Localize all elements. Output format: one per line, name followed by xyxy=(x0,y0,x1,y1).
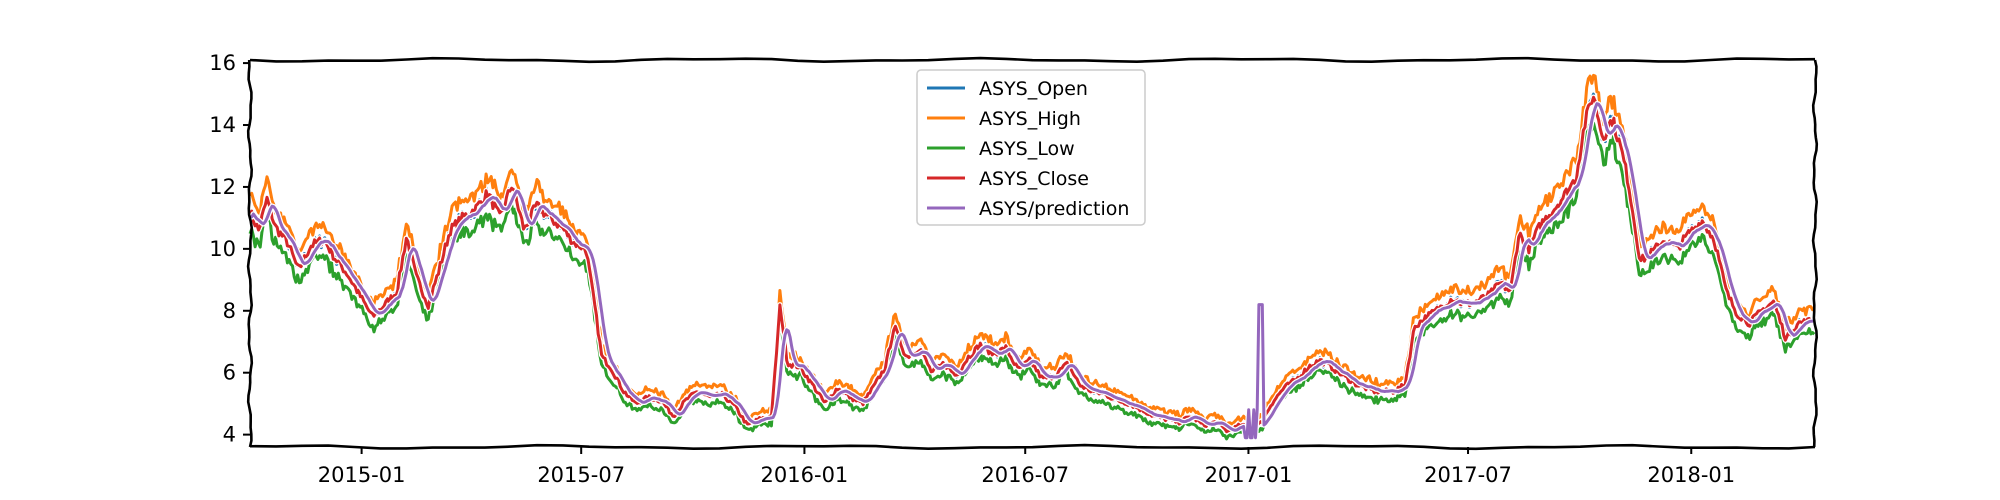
y-tick-label: 12 xyxy=(209,175,236,199)
legend-label: ASYS_High xyxy=(979,108,1081,130)
x-tick-label: 2016-01 xyxy=(761,463,849,487)
legend: ASYS_Open ASYS_High ASYS_Low ASYS_Close ASYS… xyxy=(916,69,1146,226)
series-line-asys-prediction xyxy=(250,102,1815,440)
x-tick-label: 2017-01 xyxy=(1205,463,1293,487)
y-tick-label: 10 xyxy=(209,237,236,261)
x-tick-label: 2015-07 xyxy=(537,463,625,487)
x-tick-label: 2017-07 xyxy=(1424,463,1512,487)
frame-edge xyxy=(249,56,1816,64)
series-layer xyxy=(247,72,1817,442)
y-tick-label: 14 xyxy=(209,113,236,137)
x-tick-label: 2016-07 xyxy=(981,463,1069,487)
legend-label: ASYS/prediction xyxy=(979,198,1129,220)
legend-label: ASYS_Low xyxy=(979,138,1075,160)
legend-label: ASYS_Open xyxy=(979,78,1088,100)
x-axis: 2015-01 2015-07 2016-01 2016-07 2017-01 2017-… xyxy=(318,447,1735,487)
y-axis: 4 6 8 10 12 14 16 xyxy=(209,51,250,447)
x-tick-label: 2015-01 xyxy=(318,463,406,487)
legend-label: ASYS_Close xyxy=(979,168,1089,190)
series-line-asys-high xyxy=(248,73,1815,429)
y-tick-label: 8 xyxy=(223,299,236,323)
frame-edge xyxy=(246,59,254,448)
x-tick-label: 2018-01 xyxy=(1647,463,1735,487)
frame-edge xyxy=(1811,59,1819,448)
y-tick-label: 16 xyxy=(209,51,236,75)
frame-edge xyxy=(249,443,1816,451)
y-tick-label: 6 xyxy=(223,361,236,385)
legend-box xyxy=(916,69,1146,226)
y-tick-label: 4 xyxy=(223,423,236,447)
